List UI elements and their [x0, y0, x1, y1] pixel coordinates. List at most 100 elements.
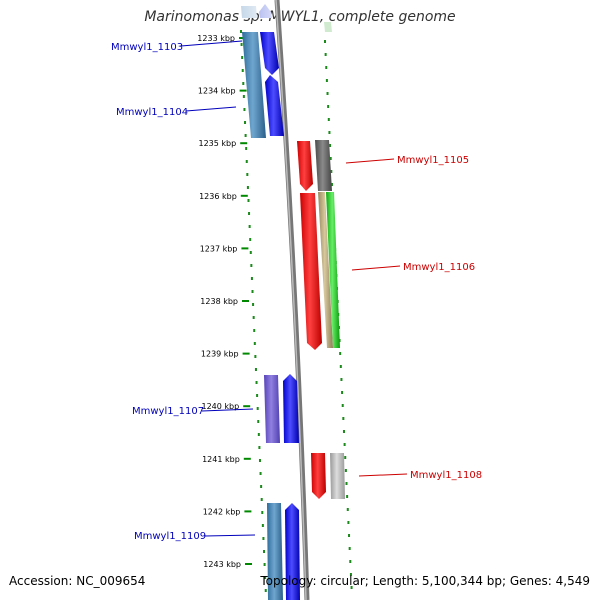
guide-dot — [246, 186, 249, 189]
guide-dot — [344, 456, 347, 459]
guide-dot — [326, 92, 329, 95]
guide-dot — [256, 394, 259, 397]
guide-dot — [249, 238, 252, 241]
label-leaders — [180, 40, 408, 537]
guide-dot — [257, 420, 260, 423]
ruler-tick-label: 1235 kbp — [198, 139, 236, 148]
guide-dot — [261, 511, 264, 514]
gene-mmwyl1-1106-tan[interactable] — [318, 192, 333, 348]
guide-dot — [243, 108, 246, 111]
guide-dot — [341, 404, 344, 407]
gene-mmwyl1-1103[interactable] — [260, 32, 279, 75]
guide-dot — [246, 173, 249, 176]
gene-partial-top-steel[interactable] — [241, 6, 257, 18]
gene-mmwyl1-1106-green[interactable] — [326, 192, 340, 348]
guide-dot — [264, 589, 267, 592]
guide-dot — [346, 495, 349, 498]
guide-dot — [339, 365, 342, 368]
guide-dot — [342, 430, 345, 433]
ruler-tick-label: 1240 kbp — [201, 402, 239, 411]
gene-label-mmwyl1-1109[interactable]: Mmwyl1_1109 — [134, 531, 206, 542]
gene-mmwyl1-1108-gray[interactable] — [330, 453, 345, 499]
guide-dot — [241, 69, 244, 72]
gene-mmwyl1-1106[interactable] — [300, 193, 322, 350]
gene-partial-top-blue[interactable] — [259, 4, 272, 18]
ruler-labels: 1233 kbp 1234 kbp 1235 kbp 1236 kbp 1237 kbp… — [197, 34, 241, 569]
guide-dot — [249, 251, 252, 254]
guide-dot — [255, 381, 258, 384]
genome-title: Marinomonas sp. MWYL1, complete genome — [144, 9, 456, 25]
ruler-tick-label: 1241 kbp — [202, 455, 240, 464]
guide-dot — [256, 407, 259, 410]
guide-dot — [240, 43, 243, 46]
ruler-tick-label: 1238 kbp — [200, 297, 238, 306]
gene-mmwyl1-1105-gray[interactable] — [315, 140, 332, 191]
ruler-tick-label: 1242 kbp — [203, 507, 241, 516]
guide-dot — [348, 547, 351, 550]
gene-mmwyl1-1104[interactable] — [265, 75, 284, 136]
gene-label-mmwyl1-1104[interactable]: Mmwyl1_1104 — [116, 107, 188, 118]
guide-dot — [263, 563, 266, 566]
guide-dot — [258, 446, 261, 449]
guide-dot — [248, 225, 251, 228]
genome-summary: Topology: circular; Length: 5,100,344 bp… — [260, 574, 590, 588]
accession-text: Accession: NC_009654 — [9, 574, 146, 588]
gene-mmwyl1-1108[interactable] — [311, 453, 326, 499]
guide-dot — [260, 498, 263, 501]
ruler-tick-label: 1239 kbp — [201, 350, 239, 359]
guide-dot — [240, 30, 242, 33]
guide-dot — [350, 586, 353, 589]
guide-dot — [251, 290, 254, 293]
gene-mmwyl1-1109-steel[interactable] — [267, 503, 283, 600]
guide-dot — [264, 576, 267, 579]
guide-dot — [253, 342, 256, 345]
gene-mmwyl1-1107-purple[interactable] — [264, 375, 280, 443]
guide-dot — [257, 433, 260, 436]
gene-steel-long[interactable] — [242, 32, 266, 138]
guide-dot — [245, 160, 248, 163]
guide-dot — [252, 316, 255, 319]
guide-dot — [349, 573, 352, 576]
guide-dot — [263, 550, 266, 553]
gene-features — [241, 4, 345, 600]
guide-dot — [260, 485, 263, 488]
guide-dot — [254, 355, 257, 358]
guide-dot — [324, 53, 327, 56]
guide-dot — [342, 417, 345, 420]
gene-label-mmwyl1-1103[interactable]: Mmwyl1_1103 — [111, 42, 183, 53]
guide-dot — [242, 82, 245, 85]
guide-dot — [346, 508, 349, 511]
guide-dot — [258, 459, 261, 462]
guide-dot — [261, 524, 264, 527]
ruler-tick-label: 1234 kbp — [198, 87, 236, 96]
gene-label-mmwyl1-1108[interactable]: Mmwyl1_1108 — [410, 470, 482, 481]
guide-dot — [262, 537, 265, 540]
genome-backbone — [274, 0, 310, 600]
gene-label-mmwyl1-1106[interactable]: Mmwyl1_1106 — [403, 262, 475, 273]
guide-dot — [241, 56, 244, 59]
guide-dot — [259, 472, 262, 475]
guide-dot — [347, 521, 350, 524]
gene-label-mmwyl1-1105[interactable]: Mmwyl1_1105 — [397, 155, 469, 166]
guide-dot — [343, 443, 346, 446]
guide-dot — [244, 121, 247, 124]
gene-mmwyl1-1109[interactable] — [285, 503, 300, 600]
gene-mmwyl1-1105[interactable] — [297, 141, 313, 191]
guide-dot — [348, 534, 351, 537]
gene-partial-top-green[interactable] — [324, 22, 332, 32]
guide-dot — [344, 469, 347, 472]
gene-mmwyl1-1107[interactable] — [283, 374, 299, 443]
guide-dot — [329, 157, 332, 160]
ruler-tick-label: 1233 kbp — [197, 34, 235, 43]
gene-label-mmwyl1-1107[interactable]: Mmwyl1_1107 — [132, 406, 204, 417]
guide-dot — [325, 79, 328, 82]
guide-dot — [330, 183, 333, 186]
guide-dot — [345, 482, 348, 485]
guide-dot — [250, 277, 253, 280]
ruler-tick-label: 1243 kbp — [203, 560, 241, 569]
guide-dot — [254, 368, 257, 371]
guide-dot — [244, 134, 247, 137]
guide-dot — [248, 212, 251, 215]
guide-dot — [247, 199, 250, 202]
